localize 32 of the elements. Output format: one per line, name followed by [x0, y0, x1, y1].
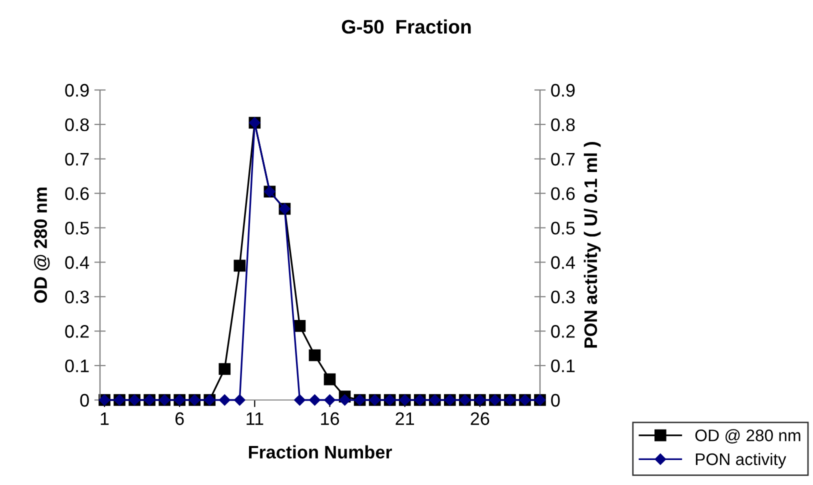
y-axis-title: OD @ 280 nm — [34, 188, 50, 303]
y-tick-label: 0.1 — [65, 359, 89, 372]
y2-tick-label: 0 — [551, 394, 560, 407]
y-tick-label: 0 — [80, 394, 89, 407]
y-tick-label: 0.2 — [65, 325, 89, 338]
y-tick-label: 0.9 — [65, 84, 89, 97]
y-tick-label: 0.7 — [65, 152, 89, 166]
x-tick-label: 16 — [321, 412, 340, 426]
y2-tick-label: 0.9 — [551, 84, 575, 97]
x-tick-label: 6 — [175, 412, 184, 426]
y2-tick-label: 0.3 — [551, 290, 575, 304]
y2-tick-label: 0.5 — [551, 222, 575, 234]
x-tick-label: 21 — [396, 412, 414, 425]
legend-label: OD @ 280 nm — [695, 429, 800, 444]
y-tick-label: 0.5 — [65, 222, 89, 234]
legend-label: PON activity — [696, 452, 786, 468]
y-tick-label: 0.8 — [65, 118, 89, 132]
y-tick-label: 0.3 — [65, 290, 89, 304]
x-tick-label: 11 — [246, 412, 264, 425]
x-tick-label: 1 — [100, 412, 109, 425]
y-tick-label: 0.4 — [65, 256, 90, 269]
y2-tick-label: 0.7 — [551, 152, 575, 166]
chart-title: G-50 Fraction — [342, 19, 471, 34]
y-tick-label: 0.6 — [65, 187, 89, 200]
y2-tick-label: 0.8 — [551, 118, 575, 132]
x-tick-label: 26 — [470, 412, 490, 426]
y2-tick-label: 0.6 — [551, 187, 575, 200]
x-axis-title: Fraction Number — [248, 445, 392, 459]
y2-axis-title: PON activity ( U/ 0.1 ml ) — [584, 142, 601, 348]
y2-tick-label: 0.4 — [551, 256, 575, 269]
y2-tick-label: 0.2 — [551, 325, 575, 338]
y2-tick-label: 0.1 — [551, 359, 575, 372]
